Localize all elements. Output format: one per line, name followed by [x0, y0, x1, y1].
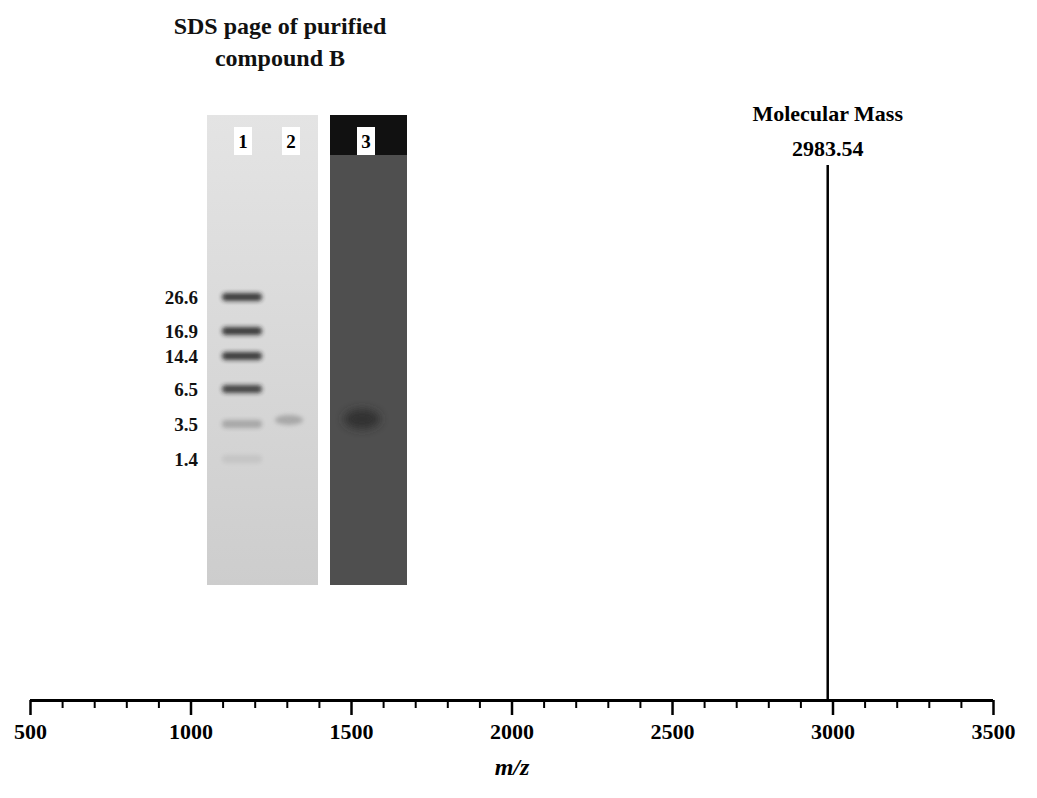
svg-text:14.4: 14.4 [165, 346, 199, 367]
svg-text:2983.54: 2983.54 [792, 136, 864, 161]
svg-text:Molecular Mass: Molecular Mass [752, 101, 903, 126]
svg-text:2000: 2000 [490, 719, 534, 744]
svg-text:1: 1 [238, 131, 248, 152]
html-text:SDS page of purified compound: SDS page of purified compound B [173, 13, 387, 71]
svg-text:1.4: 1.4 [174, 449, 198, 470]
svg-text:6.5: 6.5 [174, 379, 198, 400]
svg-text:16.9: 16.9 [165, 321, 198, 342]
svg-text:3: 3 [361, 131, 371, 152]
svg-text:2500: 2500 [651, 719, 695, 744]
svg-text:500: 500 [14, 719, 47, 744]
svg-text:2: 2 [286, 131, 296, 152]
svg-text:26.6: 26.6 [165, 287, 198, 308]
svg-text:1000: 1000 [169, 719, 213, 744]
svg-text:3000: 3000 [811, 719, 855, 744]
svg-text:3500: 3500 [972, 719, 1016, 744]
svg-text:1500: 1500 [330, 719, 374, 744]
svg-text:3.5: 3.5 [174, 414, 198, 435]
svg-text:m/z: m/z [495, 754, 530, 780]
